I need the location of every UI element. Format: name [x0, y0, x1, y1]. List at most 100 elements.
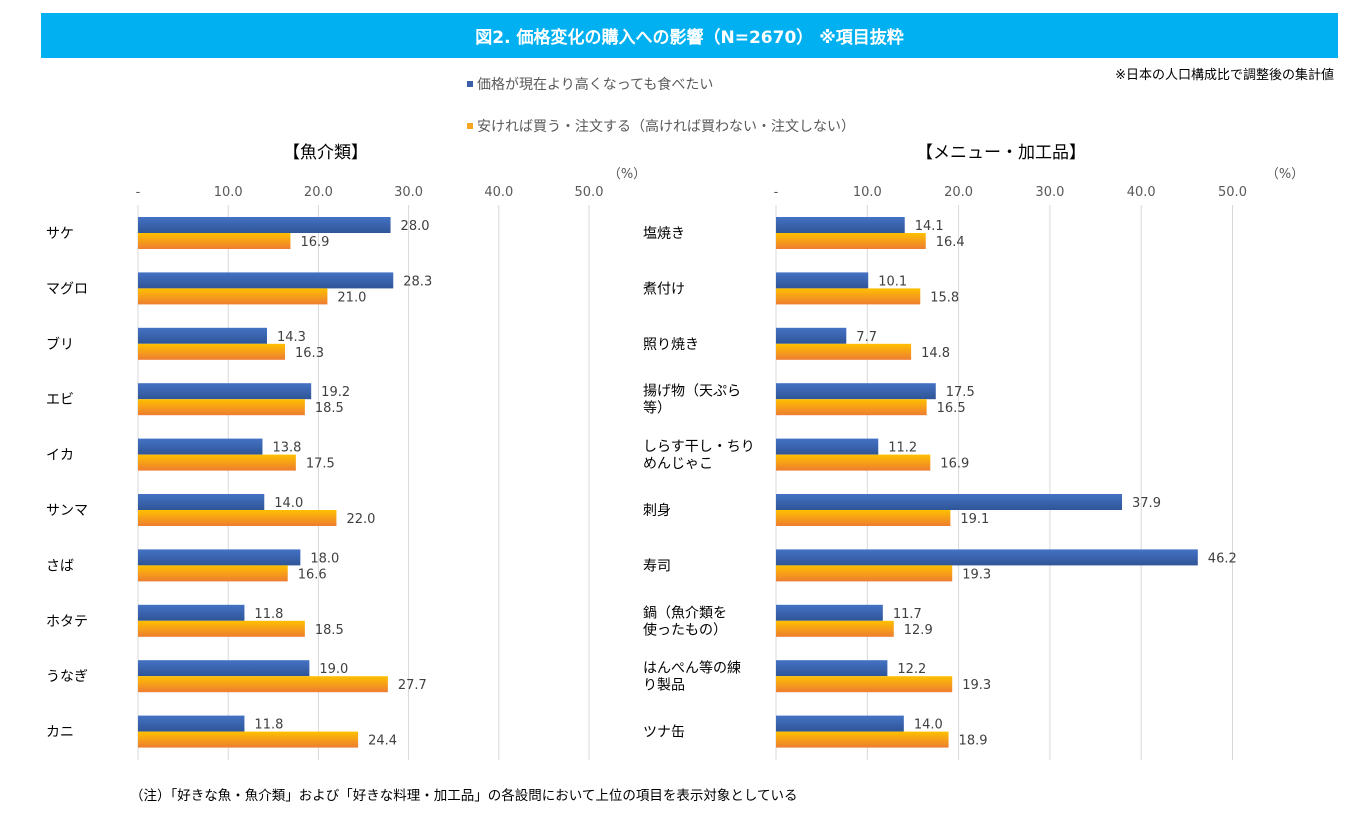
- category-label: 刺身: [643, 503, 671, 519]
- bar-buy-if-cheap: [138, 343, 286, 360]
- bar-buy-if-cheap: [138, 565, 288, 582]
- bar-willing-to-pay-more: [776, 272, 869, 289]
- bar-willing-to-pay-more: [776, 715, 904, 732]
- data-label: 15.8: [930, 290, 959, 305]
- category-label-line: エビ: [46, 392, 74, 408]
- category-label-line: 揚げ物（天ぷら: [643, 383, 741, 400]
- category-label: 煮付け: [643, 281, 685, 297]
- category-label: うなぎ: [46, 669, 88, 685]
- category-label-line: ホタテ: [46, 614, 88, 630]
- category-label: 寿司: [643, 557, 671, 574]
- data-label: 37.9: [1132, 496, 1161, 511]
- category-label-line: 使ったもの）: [643, 621, 727, 638]
- category-label: はんぺん等の練り製品: [643, 660, 741, 694]
- bar-willing-to-pay-more: [138, 327, 267, 344]
- data-label: 14.8: [921, 346, 950, 361]
- bar-buy-if-cheap: [138, 454, 296, 471]
- category-label: カニ: [46, 725, 74, 741]
- legend-item-buy-if-cheap: 安ければ買う・注文する（高ければ買わない・注文しない）: [467, 116, 855, 136]
- bar-buy-if-cheap: [776, 731, 949, 748]
- data-label: 19.2: [321, 385, 350, 400]
- data-label: 28.3: [403, 274, 432, 289]
- x-tick-label: -: [774, 185, 779, 200]
- data-label: 18.9: [959, 734, 988, 749]
- category-label-line: うなぎ: [46, 669, 88, 685]
- category-label: 塩焼き: [643, 226, 685, 242]
- data-label: 24.4: [368, 734, 397, 749]
- data-label: 19.1: [960, 512, 989, 527]
- legend-swatch-blue: [467, 81, 473, 87]
- bar-willing-to-pay-more: [138, 272, 394, 289]
- bar-buy-if-cheap: [776, 233, 926, 249]
- bar-buy-if-cheap: [138, 288, 328, 305]
- bar-willing-to-pay-more: [138, 494, 265, 510]
- data-label: 46.2: [1208, 551, 1237, 566]
- data-label: 11.7: [893, 607, 922, 622]
- data-label: 16.3: [295, 346, 324, 361]
- legend: 価格が現在より高くなっても食べたい 安ければ買う・注文する（高ければ買わない・注…: [467, 74, 855, 158]
- bar-buy-if-cheap: [776, 510, 951, 526]
- bar-buy-if-cheap: [776, 288, 921, 305]
- data-label: 7.7: [856, 330, 877, 345]
- data-label: 12.9: [904, 623, 933, 638]
- bar-willing-to-pay-more: [138, 549, 301, 566]
- x-tick-label: 30.0: [394, 185, 423, 200]
- legend-item-willing-to-pay-more: 価格が現在より高くなっても食べたい: [467, 74, 855, 94]
- data-label: 16.9: [300, 235, 329, 250]
- bar-buy-if-cheap: [138, 676, 388, 693]
- data-label: 17.5: [306, 457, 335, 472]
- category-label-line: 煮付け: [643, 281, 685, 297]
- x-tick-label: 20.0: [944, 185, 973, 200]
- category-label-line: めんじゃこ: [643, 456, 713, 472]
- bar-buy-if-cheap: [776, 454, 931, 471]
- data-label: 28.0: [401, 219, 430, 234]
- category-label-line: 塩焼き: [643, 226, 685, 242]
- bar-willing-to-pay-more: [776, 604, 883, 621]
- bar-willing-to-pay-more: [776, 494, 1123, 510]
- bar-buy-if-cheap: [776, 676, 953, 693]
- data-label: 11.8: [254, 607, 283, 622]
- bar-willing-to-pay-more: [138, 438, 263, 455]
- bar-willing-to-pay-more: [776, 438, 879, 455]
- data-label: 19.3: [962, 678, 991, 693]
- data-label: 19.0: [319, 662, 348, 677]
- category-label-line: しらす干し・ちり: [643, 439, 755, 455]
- category-label: 鍋（魚介類を使ったもの）: [643, 605, 727, 638]
- bar-buy-if-cheap: [138, 731, 359, 748]
- data-label: 14.3: [277, 330, 306, 345]
- x-tick-label: 20.0: [304, 185, 333, 200]
- bar-willing-to-pay-more: [138, 383, 312, 400]
- data-label: 18.5: [315, 401, 344, 416]
- bar-willing-to-pay-more: [138, 715, 245, 732]
- bar-willing-to-pay-more: [138, 604, 245, 621]
- x-tick-label: 10.0: [853, 185, 882, 200]
- category-label: イカ: [46, 448, 74, 464]
- unit-label: （%）: [1266, 167, 1304, 182]
- data-label: 18.5: [315, 623, 344, 638]
- data-label: 11.2: [888, 441, 917, 456]
- data-label: 22.0: [346, 512, 375, 527]
- data-label: 14.0: [914, 718, 943, 733]
- data-label: 19.3: [962, 567, 991, 582]
- data-label: 14.0: [274, 496, 303, 511]
- x-tick-label: -: [136, 185, 141, 200]
- bar-willing-to-pay-more: [776, 383, 936, 400]
- bar-willing-to-pay-more: [776, 217, 905, 233]
- legend-label: 価格が現在より高くなっても食べたい: [477, 77, 714, 93]
- category-label-line: 刺身: [643, 503, 671, 519]
- category-label-line: ツナ缶: [643, 725, 685, 741]
- bar-willing-to-pay-more: [776, 549, 1198, 566]
- category-label: ツナ缶: [643, 725, 685, 741]
- legend-label: 安ければ買う・注文する（高ければ買わない・注文しない）: [477, 119, 855, 135]
- category-label-line: はんぺん等の練: [643, 660, 741, 677]
- category-label-line: イカ: [46, 448, 74, 464]
- category-label: ホタテ: [46, 614, 88, 630]
- category-label: 照り焼き: [643, 337, 699, 353]
- data-label: 16.6: [298, 567, 327, 582]
- data-label: 18.0: [310, 551, 339, 566]
- x-tick-label: 10.0: [214, 185, 243, 200]
- data-label: 14.1: [915, 219, 944, 234]
- category-label-line: 寿司: [643, 557, 671, 574]
- figure-title: 図2. 価格変化の購入への影響（N=2670） ※項目抜粋: [41, 13, 1338, 58]
